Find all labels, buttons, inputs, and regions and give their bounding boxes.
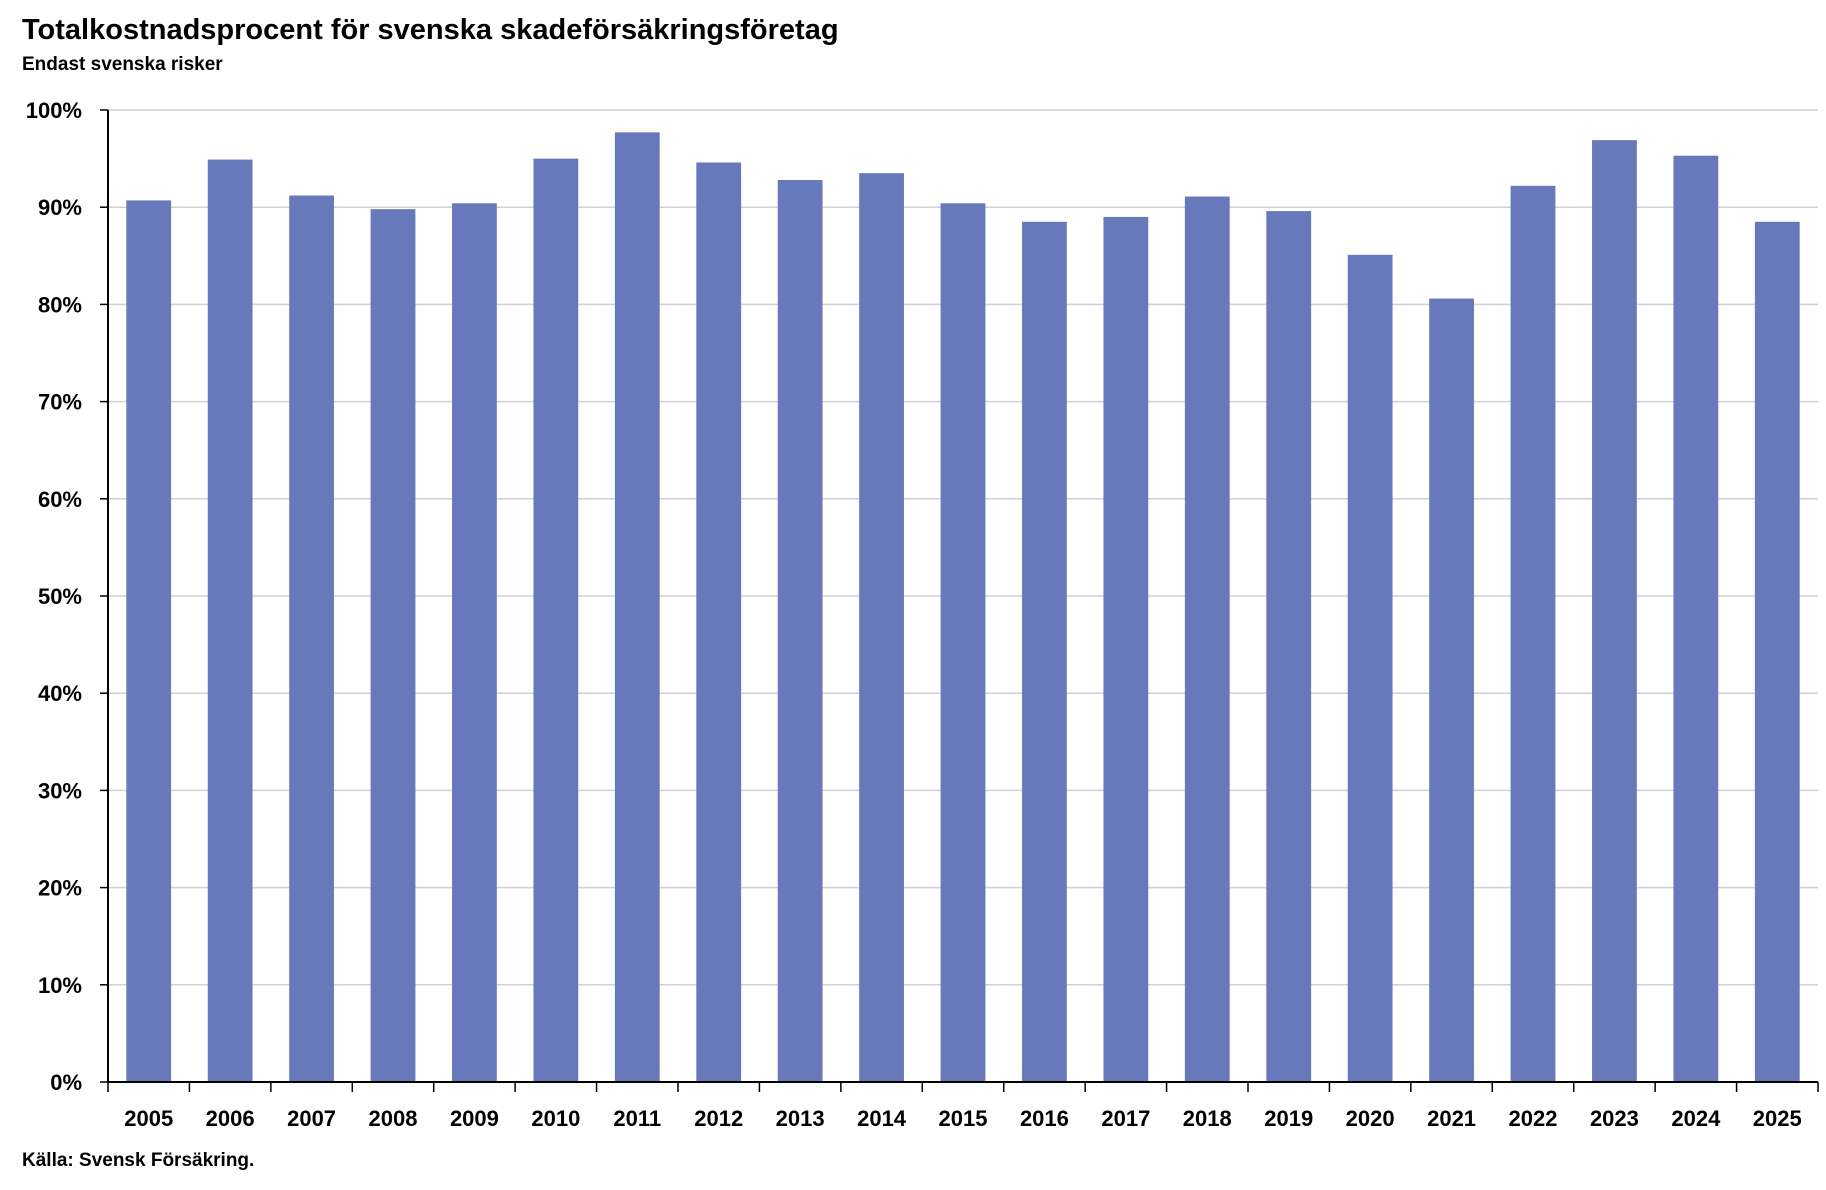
bar-2019 — [1266, 211, 1312, 1082]
y-tick-label: 40% — [38, 681, 82, 706]
bar-2025 — [1754, 221, 1800, 1082]
chart-subtitle: Endast svenska risker — [22, 54, 223, 75]
y-tick-label: 60% — [38, 487, 82, 512]
bar-2017 — [1103, 216, 1149, 1083]
y-tick-label: 10% — [38, 973, 82, 998]
bar-2012 — [696, 162, 742, 1082]
source-note: Källa: Svensk Försäkring. — [22, 1150, 255, 1171]
bar-2023 — [1592, 140, 1637, 1082]
bar-2006 — [207, 159, 253, 1082]
y-axis-ticks: 0% 10% 20% 30% 40% 50% 60% 70% 80% 90% 100% — [26, 98, 108, 1095]
bar-2016 — [1022, 221, 1067, 1082]
y-tick-label: 0% — [50, 1070, 82, 1095]
x-tick-label: 2012 — [694, 1106, 743, 1131]
bar-2014 — [859, 173, 904, 1082]
bar-2015 — [940, 203, 986, 1082]
x-tick-label: 2017 — [1101, 1106, 1150, 1131]
x-tick-label: 2023 — [1590, 1106, 1639, 1131]
x-tick-label: 2005 — [124, 1106, 173, 1131]
chart-title: Totalkostnadsprocent för svenska skadefö… — [22, 14, 839, 46]
bar-2007 — [289, 195, 334, 1082]
bar-2008 — [370, 209, 416, 1083]
x-tick-label: 2015 — [939, 1106, 988, 1131]
bars — [126, 132, 1800, 1083]
x-tick-label: 2014 — [857, 1106, 907, 1131]
y-tick-label: 100% — [26, 98, 82, 123]
x-tick-label: 2010 — [531, 1106, 580, 1131]
x-tick-label: 2018 — [1183, 1106, 1232, 1131]
bar-2018 — [1184, 196, 1230, 1082]
x-tick-label: 2022 — [1509, 1106, 1558, 1131]
bar-2020 — [1347, 254, 1393, 1082]
y-tick-label: 50% — [38, 584, 82, 609]
x-tick-label: 2016 — [1020, 1106, 1069, 1131]
y-tick-label: 80% — [38, 292, 82, 317]
x-axis-ticks: 2005 2006 2007 2008 2009 2010 2011 2012 2013 2014… — [107, 1082, 1819, 1131]
bar-2022 — [1510, 185, 1556, 1083]
bar-2013 — [777, 179, 823, 1082]
bar-2021 — [1429, 298, 1474, 1082]
x-tick-label: 2021 — [1427, 1106, 1476, 1131]
x-tick-label: 2009 — [450, 1106, 499, 1131]
x-tick-label: 2008 — [369, 1106, 418, 1131]
bar-2005 — [126, 200, 172, 1082]
x-tick-label: 2025 — [1753, 1106, 1802, 1131]
bar-2024 — [1673, 155, 1719, 1082]
bar-2011 — [614, 132, 660, 1082]
y-tick-label: 30% — [38, 778, 82, 803]
x-tick-label: 2007 — [287, 1106, 336, 1131]
y-tick-label: 90% — [38, 195, 82, 220]
x-tick-label: 2024 — [1671, 1106, 1721, 1131]
bar-2010 — [533, 158, 579, 1083]
x-tick-label: 2013 — [776, 1106, 825, 1131]
x-tick-label: 2011 — [613, 1106, 661, 1131]
y-tick-label: 70% — [38, 390, 82, 415]
bar-2009 — [452, 203, 497, 1082]
x-tick-label: 2006 — [206, 1106, 255, 1131]
x-tick-label: 2019 — [1264, 1106, 1313, 1131]
y-tick-label: 20% — [38, 876, 82, 901]
x-tick-label: 2020 — [1346, 1106, 1395, 1131]
